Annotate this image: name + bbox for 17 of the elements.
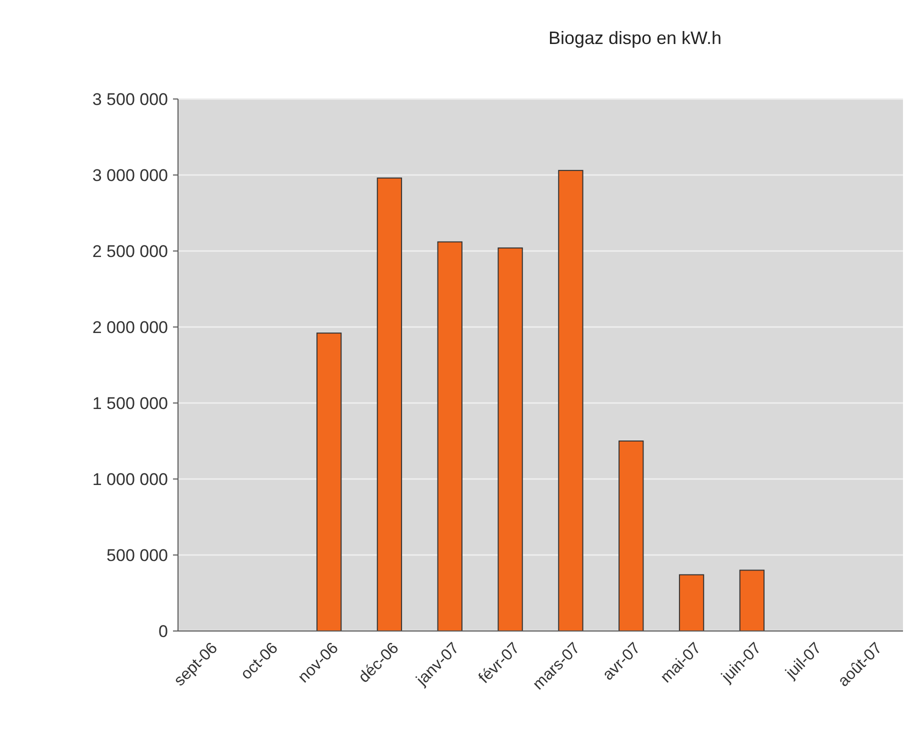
bar (376, 178, 402, 632)
bar (437, 241, 462, 632)
y-tick-label: 2 500 000 (92, 242, 168, 261)
bar (678, 574, 704, 632)
y-tick-label: 1 000 000 (92, 470, 168, 489)
bar (739, 570, 765, 632)
y-tick-label: 3 000 000 (92, 166, 168, 185)
y-tick-label: 500 000 (106, 546, 168, 565)
bar (498, 247, 523, 632)
bar (618, 440, 644, 632)
bar (316, 332, 342, 632)
y-tick-label: 1 500 000 (92, 394, 168, 413)
y-tick-label: 0 (158, 622, 168, 641)
chart-title: Biogaz dispo en kW.h (548, 28, 722, 48)
y-tick-label: 2 000 000 (92, 318, 168, 337)
y-tick-label: 3 500 000 (92, 90, 168, 109)
bar (558, 170, 584, 632)
